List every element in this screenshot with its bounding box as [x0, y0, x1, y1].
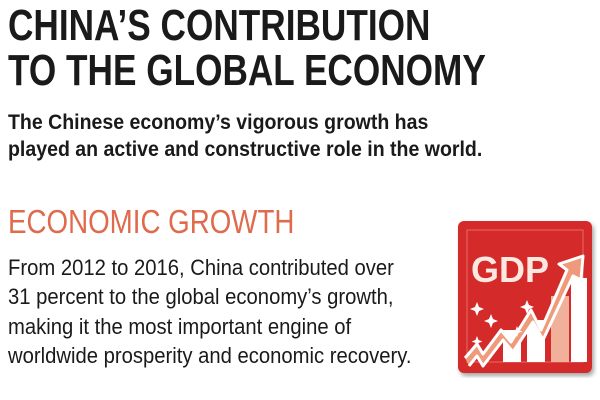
body-line-2: 31 percent to the global economy’s growt…: [8, 284, 394, 309]
body-line-1: From 2012 to 2016, China contributed ove…: [8, 255, 394, 280]
section-heading: ECONOMIC GROWTH: [8, 203, 295, 240]
subtitle-line-2: played an active and constructive role i…: [8, 138, 483, 161]
gdp-label: GDP: [471, 249, 549, 290]
title-line-1: CHINA’S CONTRIBUTION: [8, 1, 431, 50]
body-line-3: making it the most important engine of: [8, 314, 352, 339]
subtitle-line-1: The Chinese economy’s vigorous growth ha…: [8, 111, 429, 134]
star-icons: [470, 300, 534, 347]
gdp-growth-icon: GDP: [458, 221, 592, 373]
title-line-2: TO THE GLOBAL ECONOMY: [8, 46, 486, 95]
body-line-4: worldwide prosperity and economic recove…: [8, 343, 412, 368]
